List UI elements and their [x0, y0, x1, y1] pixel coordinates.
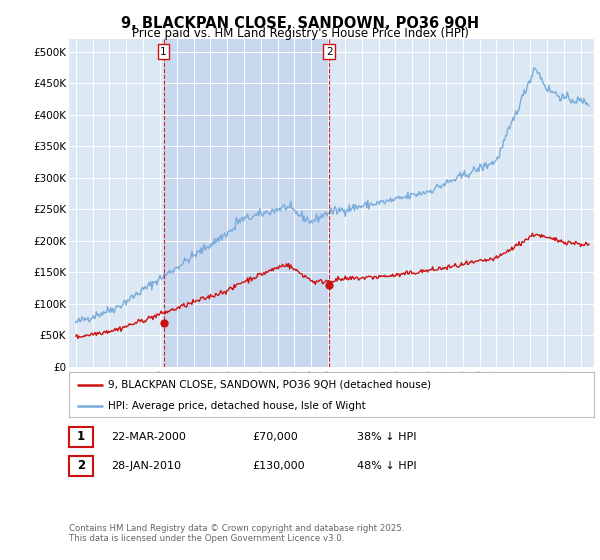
Text: 28-JAN-2010: 28-JAN-2010 — [111, 461, 181, 471]
Text: 2: 2 — [77, 459, 85, 473]
Text: 9, BLACKPAN CLOSE, SANDOWN, PO36 9QH (detached house): 9, BLACKPAN CLOSE, SANDOWN, PO36 9QH (de… — [109, 380, 431, 390]
Text: Contains HM Land Registry data © Crown copyright and database right 2025.: Contains HM Land Registry data © Crown c… — [69, 524, 404, 533]
Text: This data is licensed under the Open Government Licence v3.0.: This data is licensed under the Open Gov… — [69, 534, 344, 543]
Text: £130,000: £130,000 — [252, 461, 305, 471]
Text: 1: 1 — [77, 430, 85, 444]
Text: 22-MAR-2000: 22-MAR-2000 — [111, 432, 186, 442]
Bar — [164, 39, 329, 367]
Text: HPI: Average price, detached house, Isle of Wight: HPI: Average price, detached house, Isle… — [109, 401, 366, 411]
Text: 2: 2 — [326, 47, 332, 57]
Text: 1: 1 — [160, 47, 167, 57]
Text: 9, BLACKPAN CLOSE, SANDOWN, PO36 9QH: 9, BLACKPAN CLOSE, SANDOWN, PO36 9QH — [121, 16, 479, 31]
Text: Price paid vs. HM Land Registry's House Price Index (HPI): Price paid vs. HM Land Registry's House … — [131, 27, 469, 40]
Text: 38% ↓ HPI: 38% ↓ HPI — [357, 432, 416, 442]
Text: £70,000: £70,000 — [252, 432, 298, 442]
Text: 48% ↓ HPI: 48% ↓ HPI — [357, 461, 416, 471]
